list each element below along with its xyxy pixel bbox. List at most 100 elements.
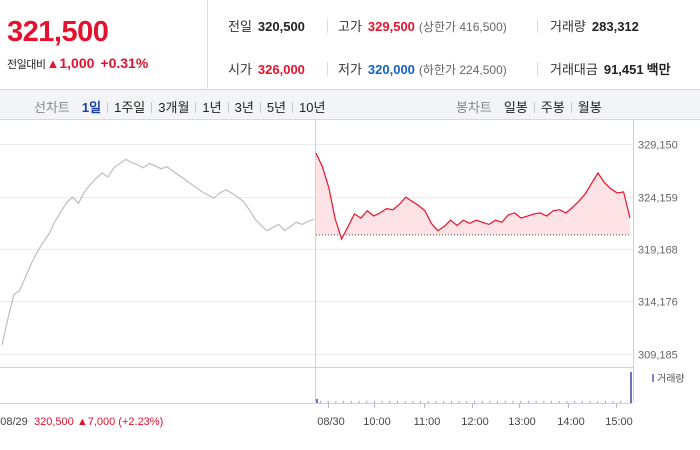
volume-bar [358,401,360,403]
x-tick-label: 15:00 [605,416,633,428]
divider [570,102,572,113]
current-day-area [316,153,630,240]
volume-bar [381,401,383,403]
volume-bar [527,401,529,403]
prev-close-cell: 전일 320,500 [228,16,305,36]
tab-1-day[interactable]: 1일 [81,100,102,115]
stock-summary-header: 321,500 전일대비▲1,000 +0.31% 전일 320,500 고가 329… [0,0,700,90]
change-row: 전일대비▲1,000 +0.31% [7,55,148,72]
change-percent: +0.31% [100,55,149,71]
divider [259,102,261,113]
tab-5-years[interactable]: 5년 [266,100,287,115]
volume-bar [458,401,460,403]
volume-bar [630,372,632,403]
volume-legend-label: 거래량 [657,373,685,385]
volume-bar [327,401,329,403]
volume-bar [427,401,429,403]
volume-bar [466,401,468,403]
low-label: 저가 [338,62,362,77]
trade-value-unit: 백만 [646,62,671,77]
divider [537,62,538,76]
volume-bar [350,401,352,403]
volume-bar [489,401,491,403]
x-axis-ticks: 08/29 08/30 10:00 11:00 12:00 13:00 14:00 15:00 [0,403,633,428]
tab-3-years[interactable]: 3년 [234,100,254,115]
low-cell: 저가 320,000 (하한가 224,500) [338,59,507,79]
x-tick-label: 08/30 [317,416,345,428]
volume-bar [604,401,606,403]
volume-bar [366,401,368,403]
current-price: 321,500 [7,16,109,48]
y-tick-label: 309,185 [638,350,678,362]
y-tick-label: 324,159 [638,193,678,205]
volume-bar [481,401,483,403]
divider [292,102,294,113]
divider [327,19,328,33]
x-tick-label: 10:00 [363,416,391,428]
x-tick-label: 11:00 [414,416,441,428]
period-toolbar: 선차트 1일 1주일 3개월 1년 3년 5년 10년 봉차트 일봉 주봉 월봉 [0,90,700,120]
y-tick-label: 314,176 [638,297,678,309]
x-tick-label: 14:00 [557,416,585,428]
divider [537,19,538,33]
volume-bar [443,401,445,403]
open-label: 시가 [228,62,252,77]
volume-bar [597,401,599,403]
volume-bar [435,401,437,403]
low-value: 320,000 [367,62,415,77]
volume-bar [412,401,414,403]
change-label: 전일대비 [7,59,46,71]
line-chart-label: 선차트 [34,100,70,115]
volume-bar [558,401,560,403]
volume-bar [566,401,568,403]
divider [195,102,197,113]
volume-bar [404,401,406,403]
volume-bar [320,401,321,403]
tab-1-week[interactable]: 1주일 [114,100,146,115]
tab-1-year[interactable]: 1년 [202,100,222,115]
candle-chart-periods: 봉차트 일봉 주봉 월봉 [456,97,602,116]
tab-3-months[interactable]: 3개월 [158,100,190,115]
volume-bar [574,401,576,403]
previous-day-price-line [1,158,315,346]
tab-10-years[interactable]: 10년 [299,100,326,115]
change-amount: 1,000 [59,55,95,71]
price-block: 321,500 전일대비▲1,000 +0.31% [0,0,208,90]
footer-up-triangle-icon: ▲ [74,416,88,428]
volume-legend-swatch [652,374,654,382]
tab-monthly-candle[interactable]: 월봉 [577,100,602,115]
divider [151,102,153,113]
x-tick-label: 13:00 [508,416,536,428]
volume-bar [497,401,499,403]
divider [107,102,109,113]
tab-daily-candle[interactable]: 일봉 [503,100,528,115]
line-chart-periods: 선차트 1일 1주일 3개월 1년 3년 5년 10년 [34,97,325,116]
up-triangle-icon: ▲ [46,56,60,71]
volume-bar [474,401,475,403]
intraday-price-chart[interactable]: 309,185 314,176 319,168 324,159 329,150 거래량 … [0,120,700,450]
divider [533,102,535,113]
grid-lines [0,120,634,402]
trade-value-label: 거래대금 [550,62,598,77]
prev-close-label: 전일 [228,19,252,34]
prev-close-value: 320,500 [257,19,305,34]
volume-bar [520,401,522,403]
volume-bar [535,401,537,403]
open-cell: 시가 326,000 [228,59,305,79]
candle-chart-label: 봉차트 [456,100,492,115]
volume-bar [335,401,337,403]
open-value: 326,000 [257,62,305,77]
x-tick-label: 08/29 [0,416,28,428]
volume-bar [589,401,591,403]
price-lines [1,152,631,346]
volume-bars: 거래량 [0,367,685,404]
high-cell: 고가 329,500 (상한가 416,500) [338,16,507,36]
upper-limit-text: (상한가 416,500) [418,20,507,34]
volume-bar [612,401,614,403]
volume-bar [389,401,391,403]
volume-bar [316,399,318,403]
chart-footer: 320,500 ▲7,000 (+2.23%) [34,416,163,428]
tab-weekly-candle[interactable]: 주봉 [540,100,565,115]
x-tick-label: 12:00 [461,416,489,428]
lower-limit-text: (하한가 224,500) [418,63,507,77]
